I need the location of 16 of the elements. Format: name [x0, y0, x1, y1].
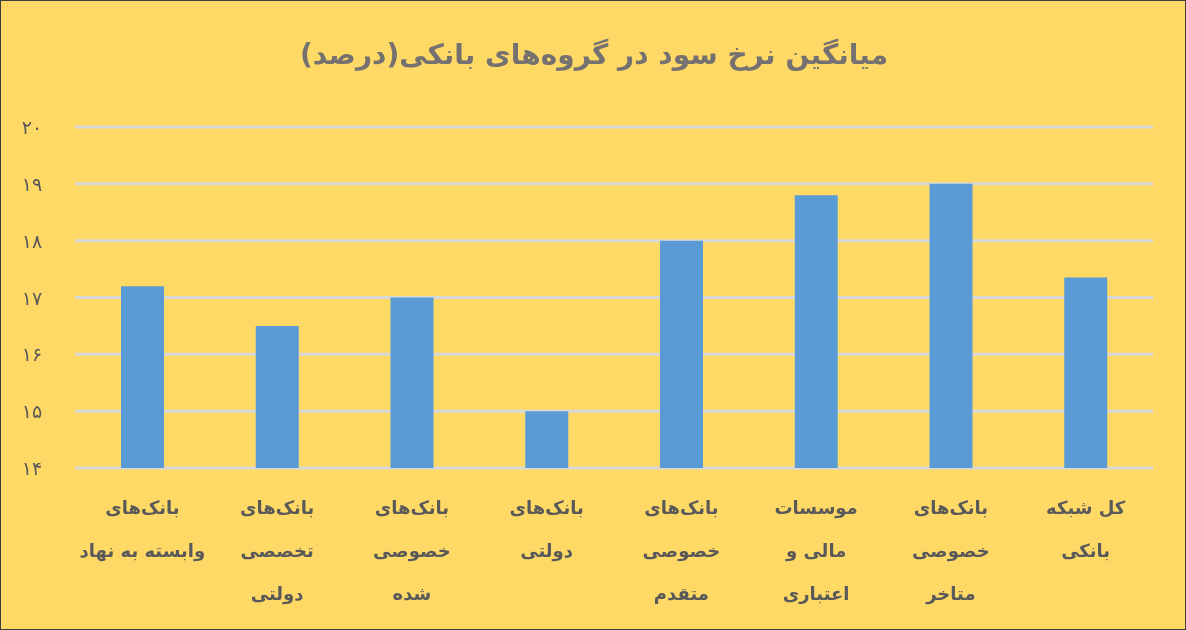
category-label: موسسات مالی و اعتباری	[774, 497, 858, 604]
y-tick-label: ۱۷	[21, 286, 43, 309]
category-label: بانک‌های دولتی	[509, 497, 584, 561]
y-tick-label: ۱۹	[21, 172, 43, 195]
category-label: بانک‌های وابسته به نهاد	[79, 497, 206, 561]
category-label: بانک‌های تخصصی دولتی	[239, 497, 315, 604]
category-label: بانک‌های خصوصی شده	[373, 497, 451, 604]
category-label: کل شبکه بانکی	[1046, 497, 1126, 561]
y-tick-label: ۱۵	[21, 400, 43, 423]
y-tick-label: ۱۸	[21, 229, 43, 252]
y-tick-label: ۲۰	[21, 116, 43, 138]
category-label: بانک‌های خصوصی متقدم	[642, 497, 721, 604]
y-tick-label: ۱۴	[21, 457, 43, 479]
category-label: بانک‌های خصوصی متاخر	[912, 497, 990, 604]
chart-title: میانگین نرخ سود در گروه‌های بانکی(درصد)	[298, 37, 890, 73]
y-tick-label: ۱۶	[21, 343, 43, 366]
